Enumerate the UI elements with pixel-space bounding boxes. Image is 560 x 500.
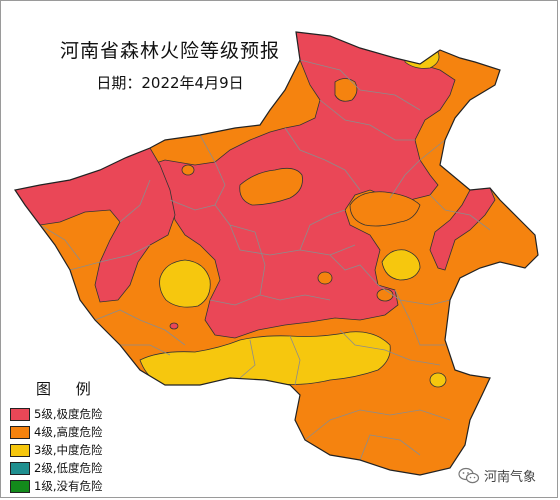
legend: 图 例 5级,极度危险 4级,高度危险 3级,中度危险 2级,低度危险 1级,没… — [10, 378, 160, 495]
level5-zone-east — [429, 187, 496, 271]
legend-swatch-level2 — [10, 461, 30, 475]
legend-item-level2: 2级,低度危险 — [10, 459, 160, 477]
legend-item-level1: 1级,没有危险 — [10, 477, 160, 495]
legend-swatch-level5 — [10, 407, 30, 421]
map-title: 河南省森林火险等级预报 — [59, 40, 280, 62]
legend-item-level3: 3级,中度危险 — [10, 441, 160, 459]
watermark-text: 河南气象 — [484, 470, 537, 485]
level3-zone-east — [381, 249, 421, 281]
legend-swatch-level4 — [10, 425, 30, 439]
legend-label-level4: 4级,高度危险 — [34, 425, 103, 439]
level4-dot-2 — [317, 271, 333, 285]
legend-label-level1: 1级,没有危险 — [34, 479, 103, 493]
level4-dot-3 — [376, 288, 394, 302]
watermark: 河南气象 — [458, 466, 536, 485]
legend-label-level2: 2级,低度危险 — [34, 461, 103, 475]
legend-label-level3: 3级,中度危险 — [34, 443, 103, 457]
legend-swatch-level3 — [10, 443, 30, 457]
level5-dot-1 — [169, 322, 179, 330]
level4-pocket-east — [349, 191, 421, 227]
level4-pocket-north — [334, 78, 358, 102]
wechat-icon — [458, 467, 480, 483]
level4-dot-1 — [181, 164, 195, 176]
legend-title: 图 例 — [36, 380, 101, 398]
legend-swatch-level1 — [10, 479, 30, 493]
legend-item-level5: 5级,极度危险 — [10, 405, 160, 423]
county-boundaries — [39, 59, 501, 461]
forecast-date: 日期：2022年4月9日 — [96, 74, 244, 92]
level5-zone-north — [149, 32, 456, 339]
level3-zone-west — [159, 259, 211, 308]
level3-dot-se — [429, 372, 447, 388]
province-outline — [14, 31, 539, 476]
level4-pocket-center — [239, 167, 303, 206]
legend-item-level4: 4级,高度危险 — [10, 423, 160, 441]
level3-zone-north — [404, 48, 440, 69]
legend-label-level5: 5级,极度危险 — [34, 407, 103, 421]
